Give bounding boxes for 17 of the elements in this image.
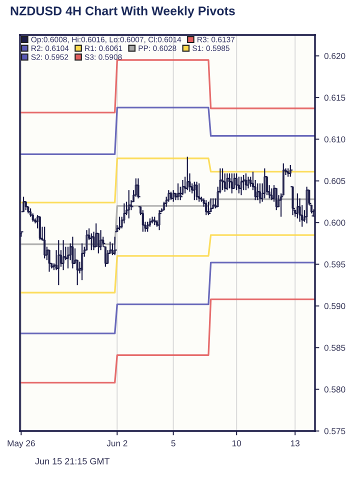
y-tick-label: 0.605 [324,178,346,184]
y-tick-label: 0.595 [324,261,346,268]
y-tick-label: 0.580 [324,386,346,393]
y-tick-label: 0.600 [324,220,346,226]
x-tick-label: 5 [171,440,176,446]
y-tick-label: 0.615 [324,94,346,101]
x-tick-label: May 26 [8,440,35,448]
x-tick-label: 13 [290,440,300,446]
chart-title: NZDUSD 4H Chart With Weekly Pivots [10,6,235,18]
y-tick-label: 0.590 [324,303,346,310]
text: Jun 15 21:15 GMT [35,458,110,464]
x-tick-label: 10 [232,440,242,446]
y-tick-label: 0.620 [324,52,346,60]
y-tick-label: 0.610 [324,136,346,142]
y-tick-label: 0.585 [324,344,346,351]
y-tick-label: 0.575 [324,428,346,434]
x-tick-label: Jun 2 [106,440,128,446]
